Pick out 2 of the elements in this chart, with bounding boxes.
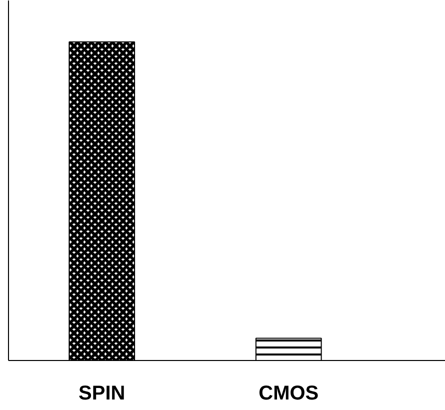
x-tick-label: SPIN bbox=[78, 382, 126, 404]
x-tick-label: CMOS bbox=[258, 382, 319, 404]
